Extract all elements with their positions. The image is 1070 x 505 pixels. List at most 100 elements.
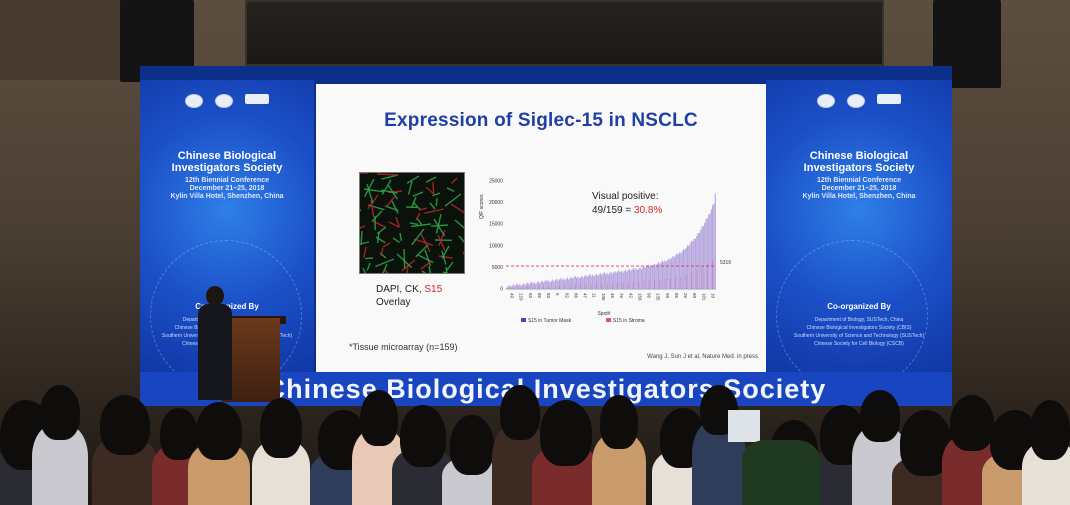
fiber — [413, 238, 434, 246]
fiber — [412, 191, 424, 197]
stroma-bar — [521, 287, 524, 289]
threshold-label: 5316 — [720, 260, 731, 266]
wall-panel — [0, 0, 122, 80]
fluorescence-texture — [360, 173, 464, 273]
tumor-bar — [710, 209, 712, 289]
tumor-bar — [597, 275, 599, 289]
tumor-bar — [589, 274, 591, 289]
audience-head — [540, 400, 592, 466]
x-tick-label: 26 — [683, 293, 688, 299]
fiber — [407, 180, 413, 195]
bar-series — [506, 193, 716, 289]
tumor-bar — [619, 272, 621, 289]
tumor-bar — [568, 279, 570, 289]
tumor-bar — [684, 249, 686, 289]
tumor-bar — [527, 282, 529, 289]
chart-legend: S15 in Tumor Mask S15 in Stroma — [521, 318, 645, 324]
tumor-bar — [639, 267, 641, 289]
tumor-bar — [640, 268, 642, 289]
tumor-bar — [649, 265, 652, 289]
stain-line: DAPI, CK, S15 — [376, 283, 442, 296]
tumor-bar — [644, 267, 646, 289]
tumor-bar — [545, 279, 547, 289]
fiber — [360, 209, 362, 212]
logo-icon — [847, 94, 865, 108]
stain-dapi: DAPI, — [376, 284, 405, 295]
tumor-bar — [689, 243, 691, 289]
fiber — [415, 244, 429, 258]
tumor-bar — [566, 277, 568, 289]
conference-title: 12th Biennial Conference — [184, 177, 270, 184]
fiber — [370, 199, 375, 217]
tumor-bar — [646, 266, 648, 289]
stroma-bar — [595, 283, 597, 289]
fiber — [430, 224, 449, 227]
audience-head — [196, 402, 242, 460]
tumor-bar — [513, 286, 516, 289]
tumor-bar — [659, 263, 661, 289]
tumor-bar — [653, 263, 656, 289]
tumor-bar — [594, 275, 596, 289]
tumor-bar — [560, 278, 562, 289]
tumor-bar — [680, 253, 682, 289]
stroma-bar — [706, 264, 708, 289]
fiber — [450, 177, 458, 185]
tumor-bar — [581, 275, 583, 289]
tumor-bar — [528, 284, 530, 289]
tumor-bar — [539, 283, 541, 289]
conference-dates: December 21–25, 2018 — [821, 185, 897, 192]
tumor-bar — [540, 281, 542, 289]
tumor-bar — [669, 259, 671, 289]
tumor-bar — [516, 283, 518, 289]
tumor-bar — [702, 226, 704, 289]
tumor-bar — [622, 272, 624, 289]
organizer-item: Department of Biology, SUSTech, China — [814, 317, 904, 323]
y-tick-label: 5000 — [492, 265, 503, 271]
tumor-bar — [682, 249, 685, 289]
x-tick-label: 86 — [573, 293, 578, 299]
fiber — [392, 237, 400, 244]
logo-row — [140, 94, 314, 108]
x-tick-label: 106 — [601, 293, 606, 301]
stroma-bar — [548, 285, 550, 289]
tumor-bar — [706, 218, 708, 289]
tumor-bar — [519, 284, 521, 289]
tumor-bar — [577, 276, 579, 289]
plant — [742, 440, 820, 505]
stain-separator: , — [418, 284, 425, 295]
fiber — [381, 179, 392, 195]
tumor-bar — [512, 284, 514, 289]
tumor-bar — [612, 272, 615, 289]
audience-head — [600, 395, 638, 449]
tumor-bar — [598, 274, 600, 289]
tumor-bar — [565, 278, 567, 289]
fiber — [385, 195, 396, 208]
tumor-bar — [605, 274, 607, 289]
tumor-bar — [647, 265, 649, 289]
tumor-bar — [544, 281, 546, 289]
tumor-bar — [573, 277, 575, 289]
tumor-bar — [685, 247, 687, 289]
x-tick-label: 101 — [701, 293, 706, 301]
tumor-bar — [531, 281, 533, 289]
fiber — [391, 200, 399, 214]
fiber — [438, 229, 446, 247]
x-tick-label: 47 — [583, 293, 588, 299]
conference-info: 12th Biennial Conference December 21–25,… — [140, 177, 314, 201]
tumor-bar — [631, 269, 633, 289]
fiber — [432, 181, 435, 194]
audience-head — [860, 390, 900, 442]
tumor-bar — [709, 213, 711, 289]
x-axis: 49 129 53 86 83 5 82 86 47 11 106 46 76 42 156 96 135 99 8… — [510, 293, 716, 301]
logo-icon — [185, 94, 203, 108]
fiber — [406, 175, 420, 184]
tumor-bar — [677, 254, 679, 289]
stroma-bar — [574, 284, 576, 289]
fiber — [425, 176, 437, 183]
fiber — [412, 201, 422, 211]
stroma-bar — [606, 283, 608, 289]
y-tick-label: 25000 — [489, 179, 503, 185]
tumor-bar — [523, 283, 525, 289]
stroma-bar — [696, 270, 698, 289]
tumor-bar — [616, 271, 619, 289]
